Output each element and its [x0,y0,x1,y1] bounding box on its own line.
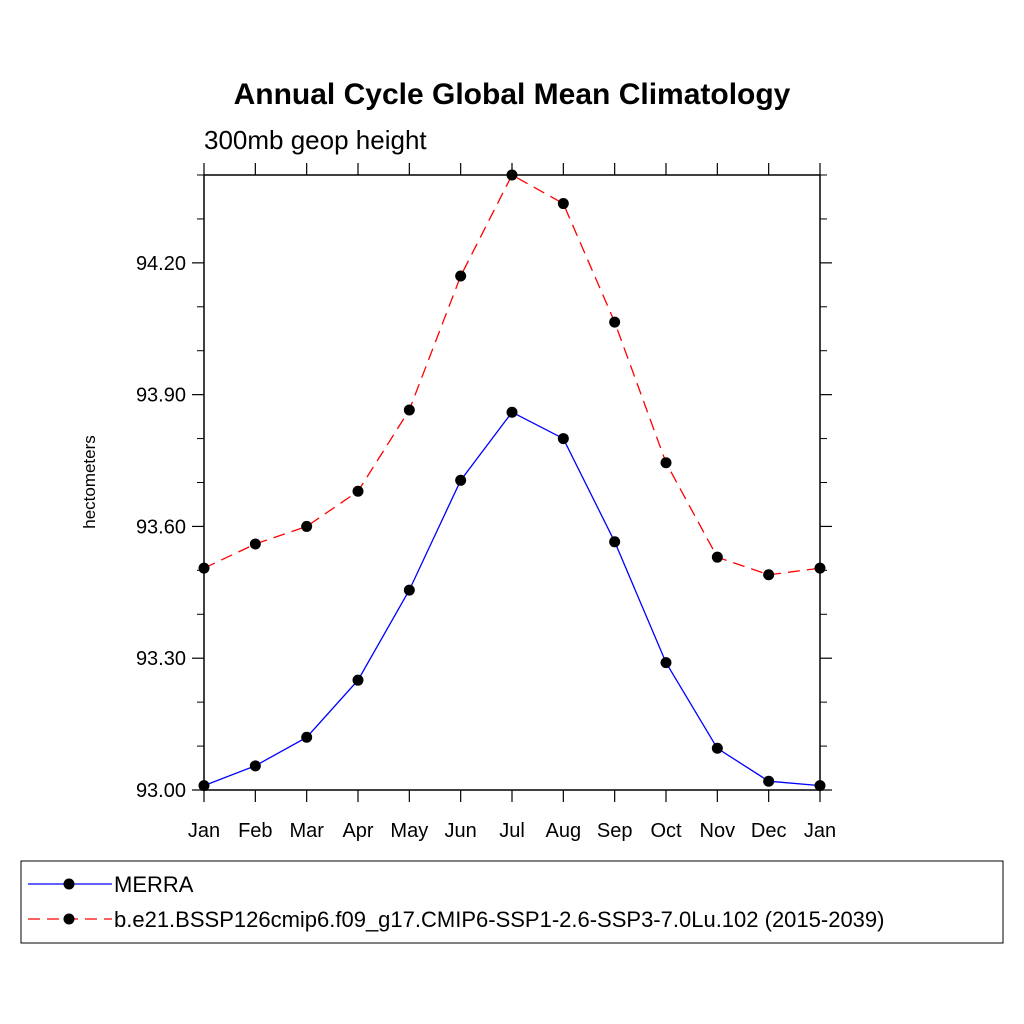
x-tick-label: Nov [700,820,736,842]
data-point-ssp [557,198,569,210]
data-point-merra [506,406,518,418]
axis-ticks [192,163,832,802]
x-tick-label: Oct [650,820,682,842]
legend-label-merra: MERRA [114,872,194,897]
x-tick-labels: Jan Feb Mar Apr May Jun Jul Aug Sep Oct Nov Dec Jan [188,820,836,842]
x-tick-label: Jan [804,820,836,842]
y-tick-label: 93.30 [136,648,186,670]
y-tick-label: 93.60 [136,516,186,538]
data-point-ssp [711,551,723,563]
y-axis-label: hectometers [80,435,99,529]
x-tick-label: Jun [445,820,477,842]
series-line-ssp [203,174,821,576]
y-tick-labels: 93.00 93.30 93.60 93.90 94.20 [136,253,186,802]
data-point-ssp [455,270,467,282]
data-point-ssp [609,316,621,328]
data-point-ssp [506,169,518,181]
data-point-ssp [660,457,672,469]
y-tick-label: 93.90 [136,385,186,407]
plot-frame [203,174,821,791]
legend-marker-merra [63,878,75,890]
series-markers [198,169,826,792]
data-point-merra [557,433,569,445]
data-point-ssp [403,404,415,416]
chart-subtitle: 300mb geop height [204,125,427,155]
data-point-merra [249,760,261,772]
legend: MERRA b.e21.BSSP126cmip6.f09_g17.CMIP6-S… [20,860,1004,944]
data-point-ssp [814,562,826,574]
data-point-ssp [249,538,261,550]
x-tick-label: Mar [289,820,324,842]
data-point-merra [403,584,415,596]
data-point-ssp [352,485,364,497]
data-point-merra [352,674,364,686]
y-tick-label: 94.20 [136,253,186,275]
legend-marker-ssp [63,913,75,925]
x-tick-label: May [390,820,428,842]
series-lines [203,174,821,787]
x-tick-label: Apr [342,820,373,842]
x-tick-label: Dec [751,820,787,842]
x-tick-label: Aug [546,820,582,842]
data-point-merra [763,775,775,787]
data-point-ssp [198,562,210,574]
x-tick-label: Feb [238,820,272,842]
legend-box [20,860,1004,944]
data-point-ssp [301,520,313,532]
legend-label-ssp: b.e21.BSSP126cmip6.f09_g17.CMIP6-SSP1-2.… [114,907,884,932]
data-point-merra [660,657,672,669]
data-point-merra [198,780,210,792]
series-line-merra [203,411,821,787]
x-tick-label: Sep [597,820,633,842]
chart-title: Annual Cycle Global Mean Climatology [234,78,791,111]
data-point-merra [814,780,826,792]
x-tick-label: Jan [188,820,220,842]
data-point-merra [711,742,723,754]
data-point-merra [455,474,467,486]
y-tick-label: 93.00 [136,780,186,802]
data-point-merra [609,536,621,548]
x-tick-label: Jul [499,820,525,842]
data-point-ssp [763,569,775,581]
data-point-merra [301,731,313,743]
